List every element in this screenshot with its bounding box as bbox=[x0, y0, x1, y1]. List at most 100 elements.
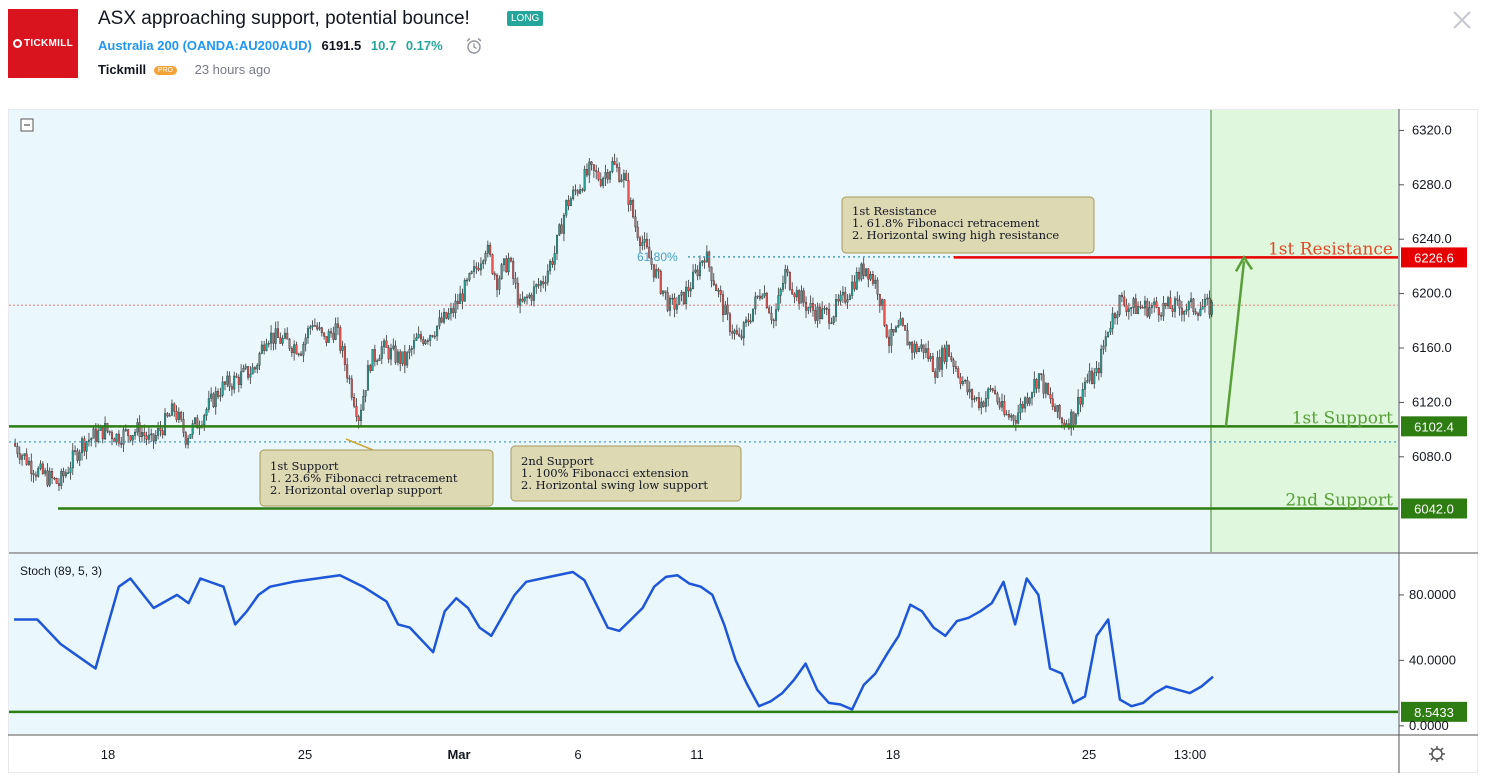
candle-body bbox=[530, 294, 533, 301]
candle-body bbox=[901, 318, 904, 326]
price-axis-level-label: 6102.4 bbox=[1414, 419, 1454, 434]
candle-body bbox=[567, 200, 570, 207]
candle-body bbox=[1054, 406, 1057, 412]
candle-body bbox=[698, 262, 701, 277]
candle-body bbox=[1127, 308, 1130, 312]
symbol-price: 6191.5 bbox=[321, 38, 362, 53]
candle-body bbox=[1203, 298, 1206, 307]
candle-body bbox=[811, 303, 814, 311]
candle-body bbox=[957, 368, 960, 378]
candle-body bbox=[274, 328, 277, 344]
candle-body bbox=[14, 443, 17, 447]
candle-body bbox=[754, 296, 757, 310]
price-axis-level-box bbox=[1401, 416, 1467, 437]
candle-body bbox=[643, 238, 646, 243]
candle-body bbox=[701, 260, 704, 263]
candle-body bbox=[1012, 415, 1015, 421]
candle-body bbox=[793, 293, 796, 298]
candle-body bbox=[426, 340, 429, 342]
candle-body bbox=[832, 316, 835, 324]
price-axis-level-box bbox=[1401, 498, 1467, 519]
candle-body bbox=[394, 345, 397, 363]
candle-body bbox=[327, 331, 330, 343]
collapse-button[interactable] bbox=[20, 118, 34, 132]
candle-body bbox=[104, 423, 107, 440]
candle-body bbox=[1074, 413, 1077, 425]
candle-body bbox=[1090, 370, 1093, 384]
candle-body bbox=[906, 330, 909, 346]
res-line1: 1. 61.8% Fibonacci retracement bbox=[852, 216, 1040, 230]
candle-body bbox=[775, 309, 778, 321]
candle-body bbox=[788, 272, 791, 290]
candle-body bbox=[632, 200, 635, 218]
candle-body bbox=[602, 177, 605, 186]
candle-body bbox=[537, 284, 540, 286]
alarm-clock-icon[interactable] bbox=[465, 37, 483, 55]
candle-body bbox=[339, 327, 342, 351]
candle-body bbox=[885, 325, 888, 338]
long-badge: LONG bbox=[507, 11, 544, 26]
candle-body bbox=[830, 322, 833, 325]
candle-body bbox=[823, 308, 826, 310]
close-icon[interactable] bbox=[1452, 10, 1472, 30]
candle-body bbox=[436, 325, 439, 337]
candle-body bbox=[323, 332, 326, 337]
annotation-support2: 2nd Support 1. 100% Fibonacci extension … bbox=[510, 445, 742, 502]
candle-body bbox=[304, 337, 307, 345]
candle-body bbox=[733, 330, 736, 334]
candle-body bbox=[366, 365, 369, 391]
candle-body bbox=[609, 171, 612, 180]
published-time: 23 hours ago bbox=[194, 62, 271, 77]
candle-body bbox=[87, 439, 90, 442]
candle-body bbox=[184, 432, 187, 445]
candle-body bbox=[851, 281, 854, 296]
candle-body bbox=[297, 353, 300, 356]
candle-body bbox=[964, 380, 967, 382]
candle-body bbox=[207, 398, 210, 410]
candle-body bbox=[514, 278, 517, 284]
price-chart[interactable]: 61.80% 1st Resistance 1st Support 2nd Suppo… bbox=[8, 109, 1478, 773]
candle-body bbox=[763, 292, 766, 297]
candle-body bbox=[57, 483, 60, 486]
symbol-code[interactable]: (OANDA:AU200AUD) bbox=[182, 38, 312, 53]
candle-body bbox=[191, 423, 194, 435]
candle-body bbox=[1164, 302, 1167, 307]
settings-gear-icon[interactable] bbox=[1429, 746, 1445, 762]
candle-body bbox=[913, 343, 916, 353]
candle-body bbox=[666, 292, 669, 311]
s2-line1: 1. 100% Fibonacci extension bbox=[521, 466, 689, 480]
candle-body bbox=[1183, 311, 1186, 315]
symbol-name[interactable]: Australia 200 bbox=[98, 38, 179, 53]
candle-body bbox=[641, 242, 644, 246]
candle-body bbox=[595, 170, 598, 173]
candle-body bbox=[816, 306, 819, 321]
candle-body bbox=[1194, 311, 1197, 314]
candle-body bbox=[1001, 400, 1004, 408]
candle-body bbox=[1060, 417, 1063, 424]
candle-body bbox=[1049, 394, 1052, 399]
candle-body bbox=[37, 468, 40, 477]
candle-body bbox=[1143, 300, 1146, 309]
candle-body bbox=[625, 173, 628, 181]
candle-body bbox=[918, 348, 921, 352]
candle-body bbox=[1040, 373, 1043, 375]
candle-body bbox=[791, 289, 794, 295]
candle-body bbox=[867, 268, 870, 280]
candle-body bbox=[703, 260, 706, 263]
candle-body bbox=[982, 401, 985, 407]
candle-body bbox=[233, 375, 236, 390]
candle-body bbox=[768, 307, 771, 314]
candle-body bbox=[991, 388, 994, 391]
candle-body bbox=[1118, 294, 1121, 315]
candle-body bbox=[839, 294, 842, 302]
logo-mark-icon bbox=[12, 39, 22, 48]
candle-body bbox=[1123, 296, 1126, 306]
candle-body bbox=[46, 470, 49, 486]
candle-body bbox=[373, 349, 376, 362]
tickmill-logo[interactable]: TICKMILL bbox=[8, 9, 78, 78]
candle-body bbox=[449, 308, 452, 314]
author-name[interactable]: Tickmill bbox=[98, 62, 147, 77]
candle-body bbox=[415, 337, 418, 341]
time-tick-label: 18 bbox=[101, 747, 115, 762]
candle-body bbox=[295, 344, 298, 355]
